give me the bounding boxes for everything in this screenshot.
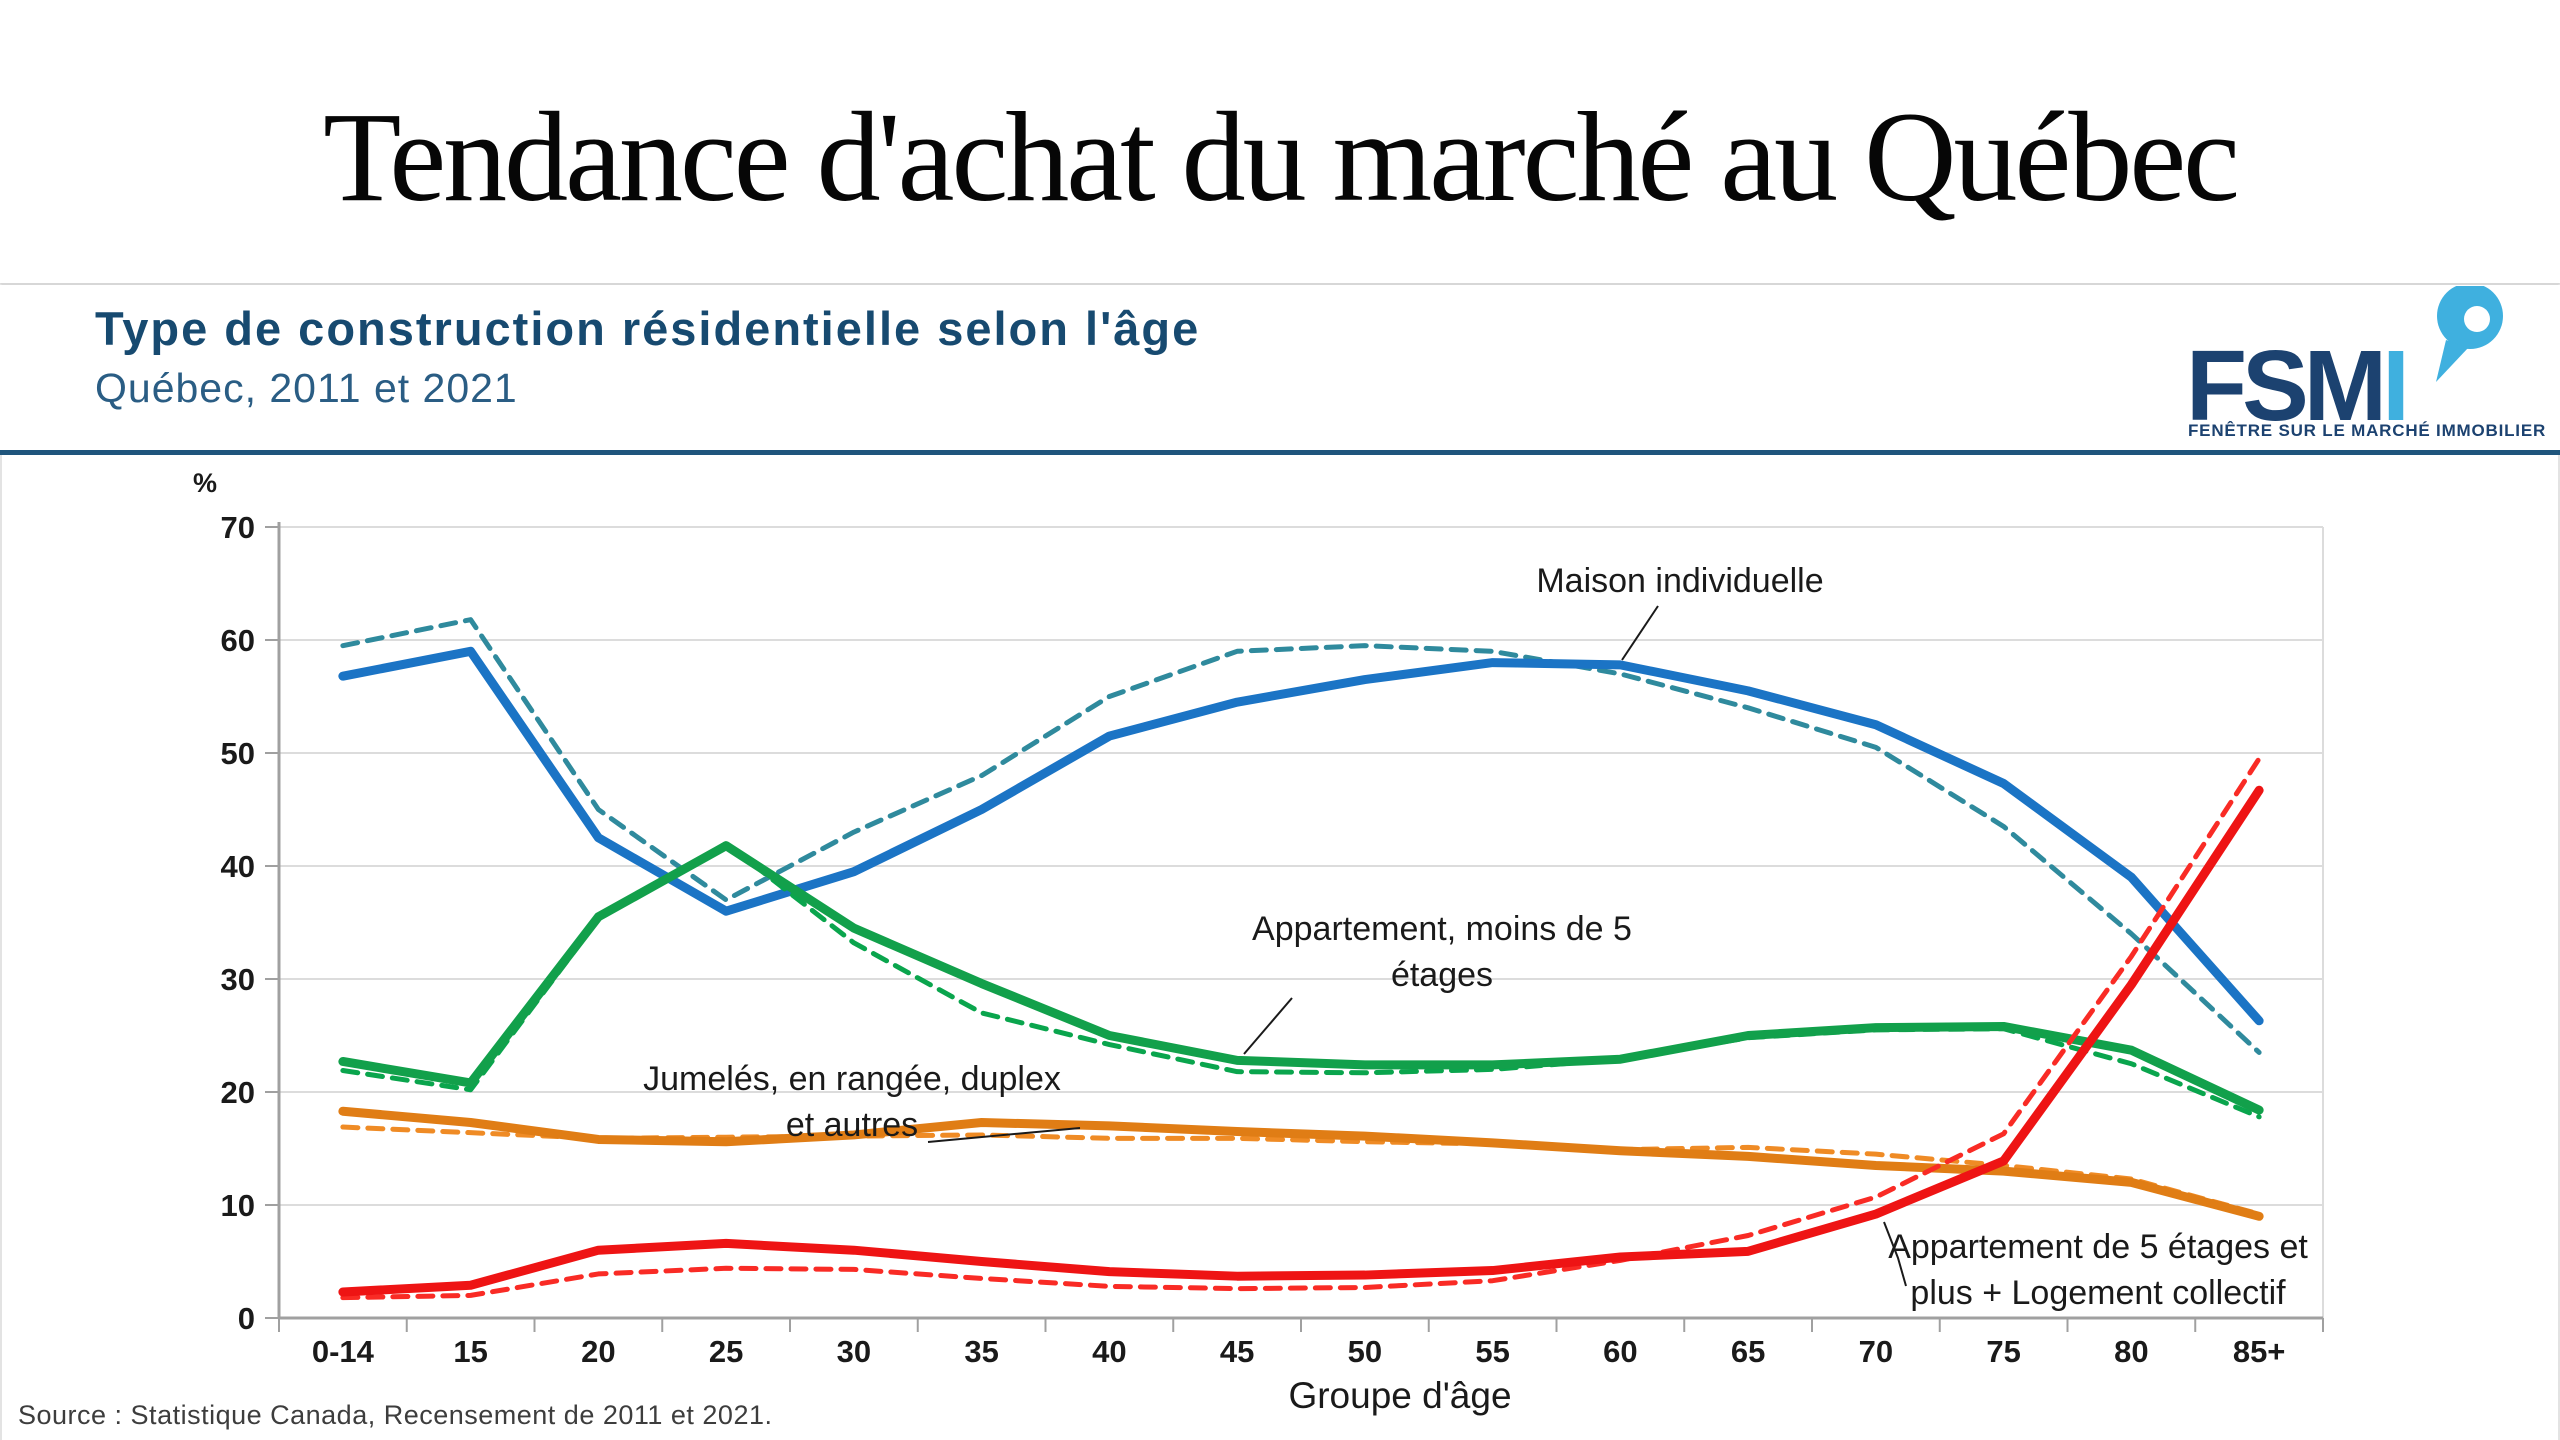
x-tick-label-65: 65 xyxy=(1731,1334,1765,1369)
line-chart: 0 10 20 30 40 50 60 70% 0-14 15 20 25 30 35 40 45 50 55 60… xyxy=(193,468,2324,1416)
series-line-appartement-moins-5-solide xyxy=(338,841,2264,1115)
x-tick-label-45: 45 xyxy=(1220,1334,1254,1369)
annotation-label-appartement-moins-5-line2: étages xyxy=(1391,956,1493,994)
series-line-maison-individuelle-pointille xyxy=(340,617,2262,1055)
logo-bubble-tail xyxy=(2436,340,2468,382)
page-frame xyxy=(0,283,2560,1440)
annotation-label-appartement-5-plus-line1: Appartement de 5 étages et xyxy=(1888,1228,2308,1266)
series-line-maison-individuelle-solide xyxy=(338,646,2264,1026)
source-note: Source : Statistique Canada, Recensement… xyxy=(18,1400,773,1430)
x-tick-label-20: 20 xyxy=(581,1334,615,1369)
x-tick-label-60: 60 xyxy=(1603,1334,1637,1369)
annotation-pointer-appartement-5-plus xyxy=(1883,1221,1907,1287)
y-tick-label-20: 20 xyxy=(221,1075,255,1110)
y-tick-label-40: 40 xyxy=(221,849,255,884)
chart-subtitle: Québec, 2011 et 2021 xyxy=(95,365,518,411)
x-tick-label-55: 55 xyxy=(1475,1334,1509,1369)
series-line-appartement-5-plus-pointille xyxy=(340,756,2262,1301)
x-tick-label-0-14: 0-14 xyxy=(312,1334,375,1369)
chart-title: Type de construction résidentielle selon… xyxy=(95,302,1201,355)
annotation-pointer-jumeles xyxy=(927,1127,1081,1143)
y-tick-label-50: 50 xyxy=(221,736,255,771)
y-tick-label-70: 70 xyxy=(221,510,255,545)
logo-bubble-icon xyxy=(2436,286,2503,382)
series-line-appartement-5-plus-solide xyxy=(338,785,2264,1297)
annotation-label-appartement-moins-5-line1: Appartement, moins de 5 xyxy=(1252,910,1632,948)
x-tick-label-70: 70 xyxy=(1859,1334,1893,1369)
y-tick-label-10: 10 xyxy=(221,1188,255,1223)
x-tick-label-40: 40 xyxy=(1092,1334,1126,1369)
y-axis-unit-label: % xyxy=(193,468,217,498)
annotation-pointer-appartement-moins-5 xyxy=(1243,997,1293,1055)
series-line-jumeles-solide xyxy=(338,1106,2264,1221)
x-tick-label-80: 80 xyxy=(2114,1334,2148,1369)
annotation-label-jumeles-line1: Jumelés, en rangée, duplex xyxy=(643,1060,1061,1098)
fsmi-logo: FSMI FENÊTRE SUR LE MARCHÉ IMMOBILIER xyxy=(2180,285,2545,450)
series-line-appartement-moins-5-pointille xyxy=(340,840,2262,1120)
annotation-label-appartement-5-plus-line2: plus + Logement collectif xyxy=(1910,1274,2286,1312)
annotation-label-jumeles-line2: et autres xyxy=(786,1106,918,1144)
page-title: Tendance d'achat du marché au Québec xyxy=(323,86,2240,228)
x-tick-label-85+: 85+ xyxy=(2233,1334,2286,1369)
y-tick-label-0: 0 xyxy=(238,1301,255,1336)
x-tick-label-30: 30 xyxy=(837,1334,871,1369)
x-axis-title: Groupe d'âge xyxy=(1288,1375,1511,1416)
x-tick-label-25: 25 xyxy=(709,1334,743,1369)
y-tick-label-30: 30 xyxy=(221,962,255,997)
series-line-jumeles-pointille xyxy=(340,1124,2262,1217)
logo-tagline: FENÊTRE SUR LE MARCHÉ IMMOBILIER xyxy=(2188,421,2547,440)
x-tick-label-15: 15 xyxy=(453,1334,487,1369)
annotation-label-maison-individuelle-line1: Maison individuelle xyxy=(1536,562,1823,600)
y-tick-label-60: 60 xyxy=(221,623,255,658)
logo-bubble-hole xyxy=(2464,306,2490,332)
x-tick-label-35: 35 xyxy=(964,1334,998,1369)
x-tick-label-50: 50 xyxy=(1348,1334,1382,1369)
chart-header-band: Type de construction résidentielle selon… xyxy=(0,285,2560,455)
annotation-pointer-maison-individuelle xyxy=(1621,605,1659,661)
logo-wordmark-main: FSM xyxy=(2186,330,2387,442)
x-tick-label-75: 75 xyxy=(1986,1334,2020,1369)
